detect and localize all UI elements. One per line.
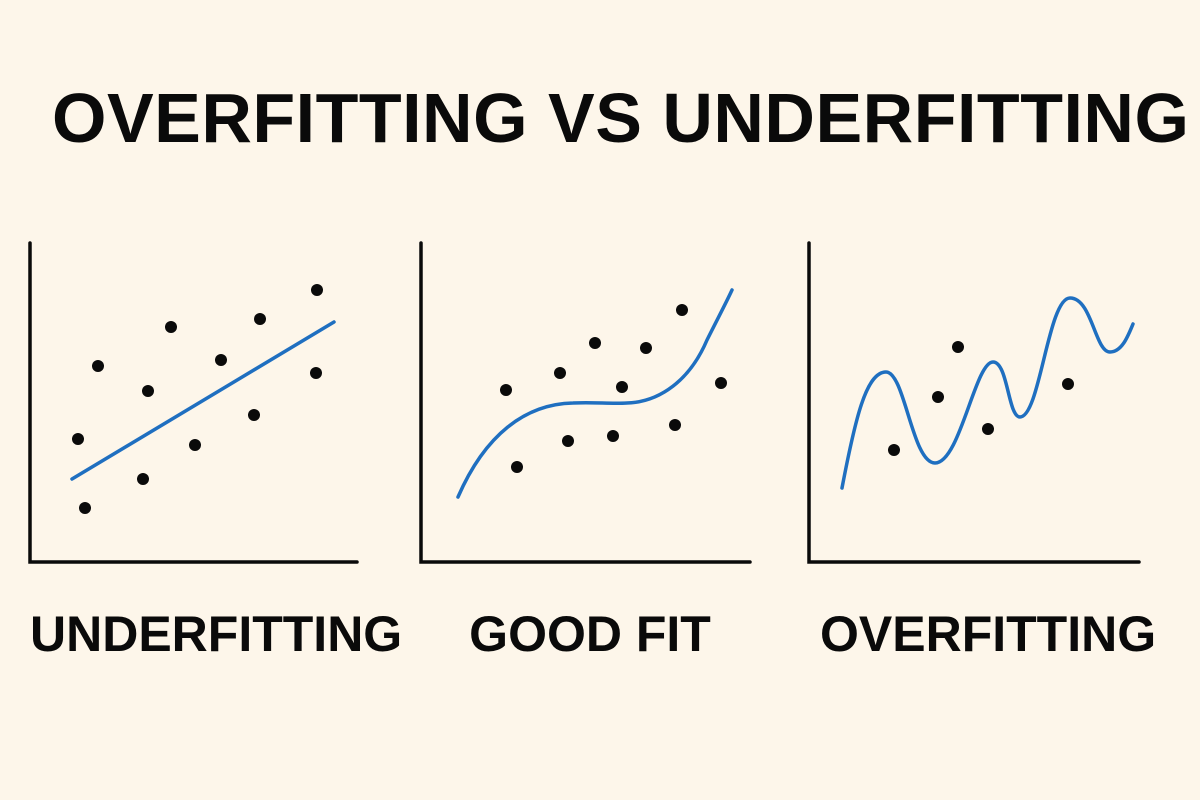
data-point <box>254 313 266 325</box>
axes <box>419 241 752 564</box>
data-point <box>72 433 84 445</box>
data-point <box>142 385 154 397</box>
data-point <box>982 423 994 435</box>
overfitting-chart <box>807 241 1141 564</box>
page-title: OVERFITTING VS UNDERFITTING <box>52 79 1190 157</box>
underfitting-chart <box>28 241 359 564</box>
data-point <box>215 354 227 366</box>
data-point <box>669 419 681 431</box>
axes <box>28 241 359 564</box>
data-point <box>715 377 727 389</box>
data-point <box>607 430 619 442</box>
fit-curve <box>70 320 336 481</box>
data-point <box>562 435 574 447</box>
data-point <box>952 341 964 353</box>
data-point <box>310 367 322 379</box>
data-point <box>92 360 104 372</box>
data-point <box>554 367 566 379</box>
data-point <box>616 381 628 393</box>
data-point <box>511 461 523 473</box>
data-point <box>137 473 149 485</box>
good-fit-label: GOOD FIT <box>469 606 711 662</box>
data-point <box>311 284 323 296</box>
data-point <box>500 384 512 396</box>
fit-curve <box>456 288 734 499</box>
overfitting-label: OVERFITTING <box>820 606 1157 662</box>
data-point <box>932 391 944 403</box>
data-point <box>1062 378 1074 390</box>
good-fit-chart <box>419 241 752 564</box>
fit-curve <box>840 296 1135 490</box>
data-point <box>189 439 201 451</box>
data-point <box>79 502 91 514</box>
data-point <box>165 321 177 333</box>
axes <box>807 241 1141 564</box>
data-point <box>589 337 601 349</box>
underfitting-label: UNDERFITTING <box>30 606 403 662</box>
data-point <box>888 444 900 456</box>
data-point <box>248 409 260 421</box>
data-point <box>640 342 652 354</box>
data-point <box>676 304 688 316</box>
